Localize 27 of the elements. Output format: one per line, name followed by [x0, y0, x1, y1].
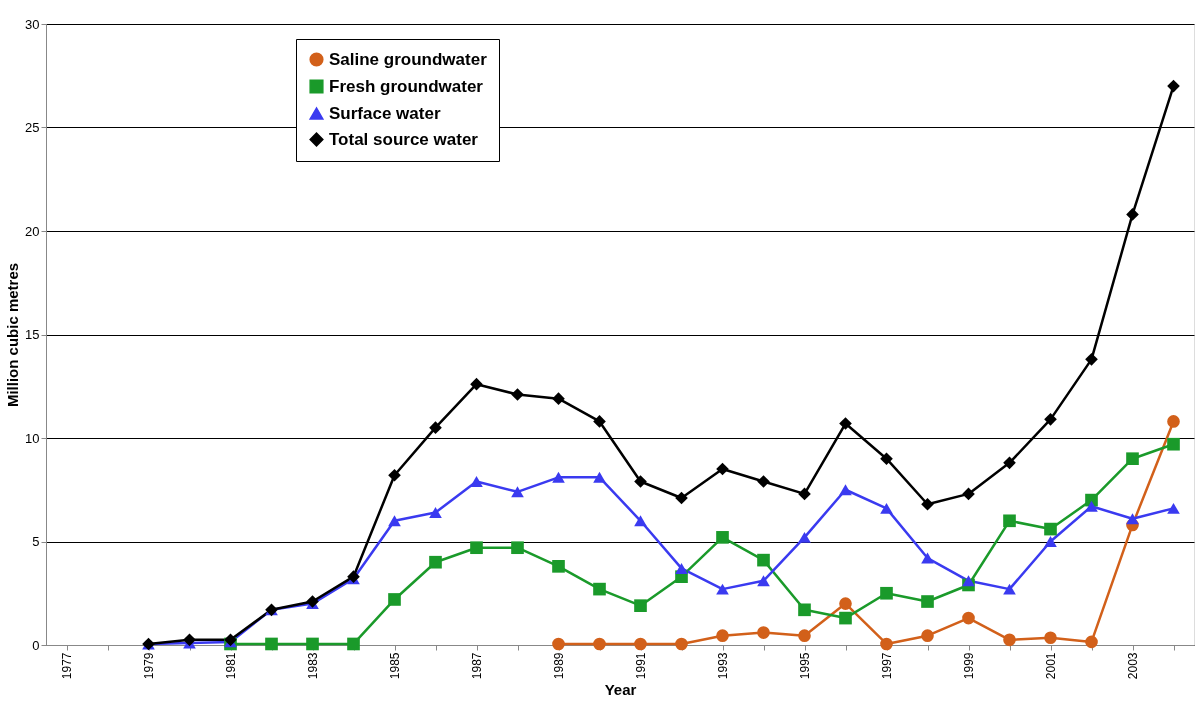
x-tick-label: 1979	[142, 652, 156, 680]
x-axis-title: Year	[604, 681, 637, 699]
y-tick-label: 5	[32, 534, 40, 549]
x-tick-label: 1987	[470, 652, 484, 680]
x-tick-label: 1977	[60, 652, 74, 680]
legend-label: Fresh groundwater	[329, 76, 484, 96]
legend-label: Surface water	[329, 103, 441, 123]
x-tick-label: 2001	[1044, 652, 1058, 680]
y-tick-label: 30	[25, 16, 40, 32]
x-tick-label: 1995	[798, 652, 812, 680]
x-tick-label: 1983	[306, 652, 320, 680]
y-tick-label: 10	[25, 430, 40, 446]
y-tick-label: 25	[25, 120, 40, 135]
legend-label: Saline groundwater	[329, 49, 488, 69]
x-tick-label: 1985	[388, 652, 402, 680]
x-tick-label: 1981	[224, 652, 238, 680]
x-tick-label: 1997	[880, 652, 894, 680]
x-tick-label: 1993	[716, 652, 730, 680]
legend-label: Total source water	[329, 129, 479, 149]
x-tick-label: 1991	[634, 652, 648, 680]
y-tick-label: 0	[32, 637, 40, 653]
x-tick-label: 1989	[552, 652, 566, 680]
y-tick-label: 15	[25, 327, 40, 342]
x-tick-label: 1999	[962, 652, 976, 680]
x-tick-label: 2003	[1126, 652, 1140, 680]
y-tick-label: 20	[25, 223, 40, 239]
y-axis-title: Million cubic metres	[4, 262, 22, 408]
